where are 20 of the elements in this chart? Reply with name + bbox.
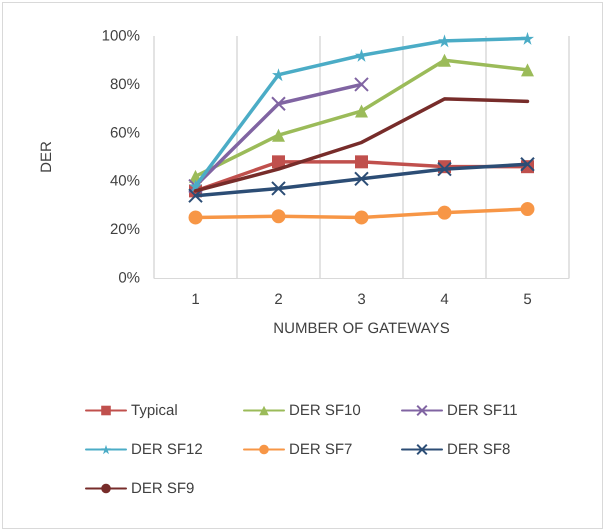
legend-label: DER SF9 (131, 480, 194, 497)
legend-label: DER SF7 (289, 441, 352, 458)
x-tick-label: 1 (191, 291, 200, 308)
legend-label: DER SF8 (447, 441, 510, 458)
y-axis-title: DER (38, 141, 55, 173)
legend-label: Typical (131, 402, 178, 419)
legend-label: DER SF12 (131, 441, 203, 458)
y-tick-label: 40% (110, 172, 140, 190)
x-tick-label: 2 (274, 291, 283, 308)
legend-label: DER SF10 (289, 402, 361, 419)
y-tick-label: 100% (102, 28, 140, 44)
y-tick-label: 20% (110, 221, 140, 238)
x-tick-label: 3 (357, 291, 366, 308)
legend-label: DER SF11 (447, 402, 518, 419)
y-tick-label: 0% (118, 270, 140, 286)
x-axis-title: NUMBER OF GATEWAYS (273, 320, 450, 337)
x-tick-label: 4 (440, 291, 449, 308)
y-tick-label: 60% (110, 124, 140, 142)
x-tick-label: 5 (523, 291, 532, 308)
y-tick-label: 80% (110, 76, 140, 93)
